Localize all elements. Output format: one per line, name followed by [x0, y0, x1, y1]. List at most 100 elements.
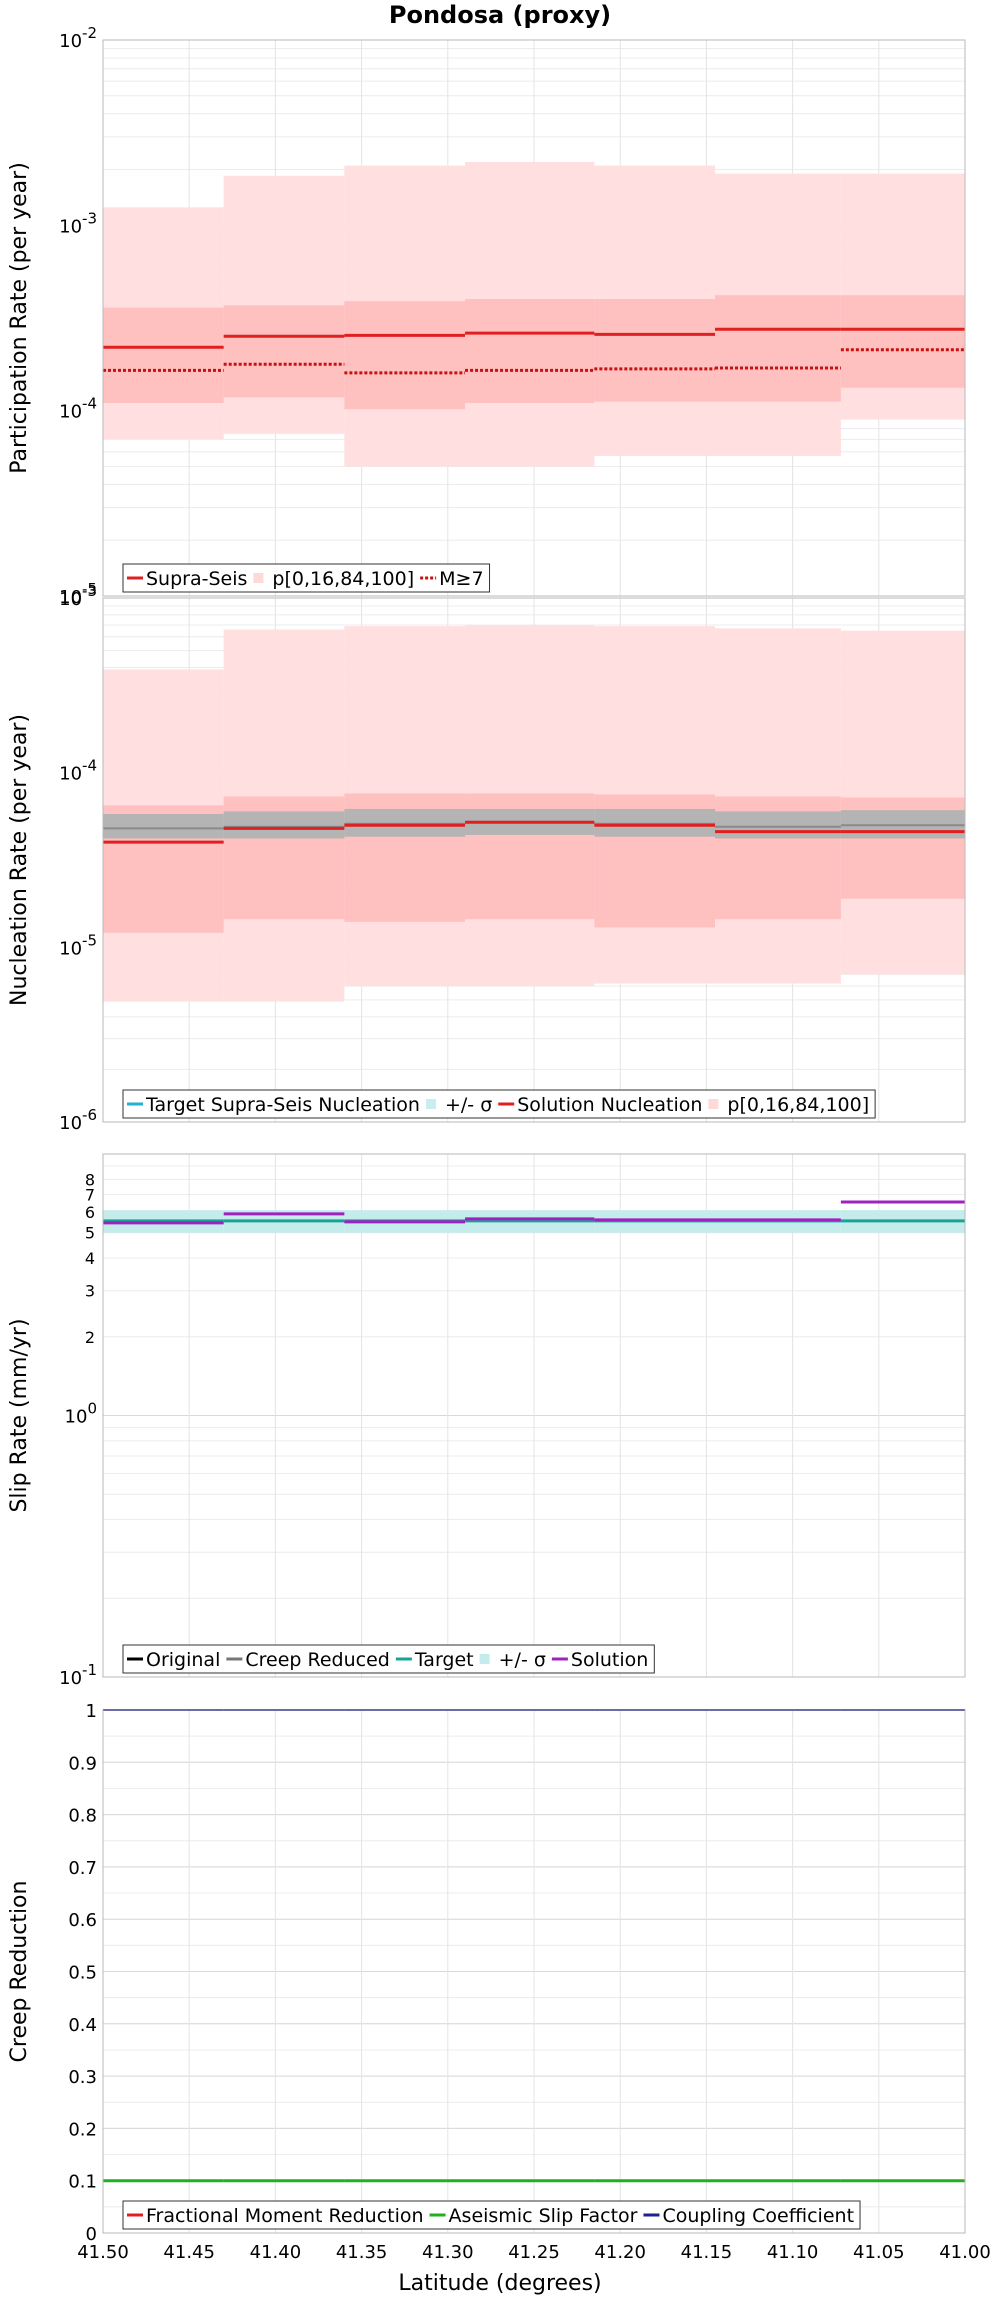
legend: Fractional Moment Reduction Aseismic Slip… — [122, 2200, 861, 2230]
legend-label: Original — [146, 1649, 220, 1671]
x-tick-label: 41.05 — [853, 2242, 905, 2263]
legend-swatch — [708, 1099, 719, 1109]
x-tick-label: 41.10 — [767, 2242, 819, 2263]
y-tick-label: 10-3 — [59, 209, 97, 237]
band-segment — [103, 813, 224, 839]
band-segment — [594, 299, 716, 402]
chart-title: Pondosa (proxy) — [389, 1, 611, 29]
x-axis-label: Latitude (degrees) — [398, 2271, 601, 2296]
legend-label: +/- σ — [499, 1649, 546, 1671]
x-tick-label: 41.00 — [939, 2242, 991, 2263]
legend-box — [122, 563, 491, 593]
band-segment — [715, 295, 841, 402]
y-tick-label: 10-5 — [59, 580, 97, 608]
legend-item: Target — [395, 1649, 474, 1671]
y-tick-exponent: 0 — [87, 1400, 97, 1418]
y-tick-label: 0.5 — [68, 1963, 97, 1984]
x-tick-label: 41.35 — [336, 2242, 388, 2263]
band-segment — [715, 811, 841, 839]
legend-label: Creep Reduced — [245, 1649, 389, 1671]
y-tick-base: 10 — [59, 402, 82, 423]
legend-item: Solution — [551, 1649, 648, 1671]
y-tick-label: 0.9 — [68, 1753, 97, 1774]
legend-item: +/- σ — [479, 1649, 546, 1671]
x-tick-label: 41.50 — [77, 2242, 129, 2263]
y-minor-tick-label: 4 — [85, 1249, 95, 1268]
legend: Original Creep Reduced Target +/- σ Solution — [122, 1644, 655, 1674]
legend-label: Aseismic Slip Factor — [449, 2205, 638, 2227]
y-tick-label: 10-2 — [59, 24, 97, 52]
y-tick-label: 10-1 — [59, 1661, 97, 1689]
plot-frame — [102, 597, 966, 1123]
y-tick-base: 10 — [59, 938, 82, 959]
y-tick-base: 10 — [59, 31, 82, 52]
y-tick-exponent: -2 — [82, 24, 97, 42]
y-axis-label: Participation Rate (per year) — [7, 162, 32, 474]
legend-label: p[0,16,84,100] — [727, 1094, 869, 1116]
band-segment — [344, 301, 466, 410]
y-minor-tick-label: 8 — [85, 1170, 95, 1189]
plot-frame — [102, 39, 966, 597]
legend-label: Fractional Moment Reduction — [146, 2205, 424, 2227]
panel-4: 0 0.1 0.2 0.3 0.4 0.5 0.6 0.7 0.8 0.9 1 Creep Reduc… — [7, 1701, 966, 2245]
legend-label: Target Supra-Seis Nucleation — [145, 1094, 420, 1116]
y-minor-tick-label: 2 — [85, 1328, 95, 1347]
y-tick-exponent: -5 — [82, 931, 97, 949]
y-tick-label: 0.1 — [68, 2172, 97, 2193]
band-segment — [223, 305, 345, 398]
y-tick-label: 10-6 — [59, 1106, 97, 1134]
band-segment — [103, 307, 224, 403]
band-segment — [465, 299, 595, 403]
legend-label: Solution Nucleation — [517, 1094, 702, 1116]
y-minor-tick-label: 5 — [85, 1224, 95, 1243]
y-minor-tick-label: 3 — [85, 1282, 95, 1301]
legend-item: Coupling Coefficient — [643, 2205, 854, 2227]
legend-swatch — [425, 1099, 436, 1109]
plot-frame — [102, 1153, 966, 1678]
y-tick-label: 1 — [86, 1701, 97, 1722]
y-axis-label: Slip Rate (mm/yr) — [7, 1318, 32, 1512]
y-axis-label: Creep Reduction — [7, 1881, 32, 2063]
y-tick-label: 10-5 — [59, 931, 97, 959]
legend-item: M≥7 — [420, 568, 484, 590]
y-tick-exponent: -4 — [82, 395, 97, 413]
legend-label: Target — [414, 1649, 474, 1671]
band-segment — [223, 811, 345, 839]
legend-item: Fractional Moment Reduction — [127, 2205, 424, 2227]
legend-item: +/- σ — [425, 1094, 492, 1116]
x-tick-label: 41.20 — [594, 2242, 646, 2263]
legend-swatch — [253, 573, 264, 583]
x-axis-ticks: 41.50 41.45 41.40 41.35 41.30 41.25 41.20 41.15… — [77, 2242, 991, 2263]
y-tick-label: 0 — [86, 2224, 97, 2245]
x-tick-label: 41.30 — [422, 2242, 474, 2263]
y-tick-base: 10 — [59, 589, 82, 610]
legend-item: p[0,16,84,100] — [253, 568, 414, 590]
x-tick-label: 41.40 — [250, 2242, 302, 2263]
y-tick-base: 10 — [59, 587, 82, 608]
band-segment — [840, 295, 965, 388]
y-minor-tick-label: 7 — [85, 1186, 95, 1205]
y-axis-label: Nucleation Rate (per year) — [7, 714, 32, 1006]
legend-label: M≥7 — [439, 568, 483, 590]
y-tick-label: 10-3 — [59, 582, 97, 610]
y-tick-base: 10 — [59, 1113, 82, 1134]
y-tick-exponent: -3 — [82, 582, 97, 600]
y-tick-label: 0.4 — [68, 2015, 97, 2036]
y-tick-exponent: -4 — [82, 757, 97, 775]
y-tick-exponent: -3 — [82, 209, 97, 227]
x-tick-label: 41.25 — [508, 2242, 560, 2263]
legend-item: Aseismic Slip Factor — [429, 2205, 638, 2227]
legend-label: Coupling Coefficient — [662, 2205, 854, 2227]
legend-item: Supra-Seis — [127, 568, 247, 590]
y-tick-exponent: -1 — [82, 1661, 97, 1679]
legend-label: p[0,16,84,100] — [272, 568, 414, 590]
y-tick-base: 10 — [59, 1668, 82, 1689]
y-tick-label: 0.2 — [68, 2119, 97, 2140]
legend-item: Original — [127, 1649, 220, 1671]
legend-item: p[0,16,84,100] — [708, 1094, 869, 1116]
legend-label: +/- σ — [445, 1094, 492, 1116]
y-tick-base: 10 — [59, 216, 82, 237]
y-tick-label: 0.7 — [68, 1858, 97, 1879]
